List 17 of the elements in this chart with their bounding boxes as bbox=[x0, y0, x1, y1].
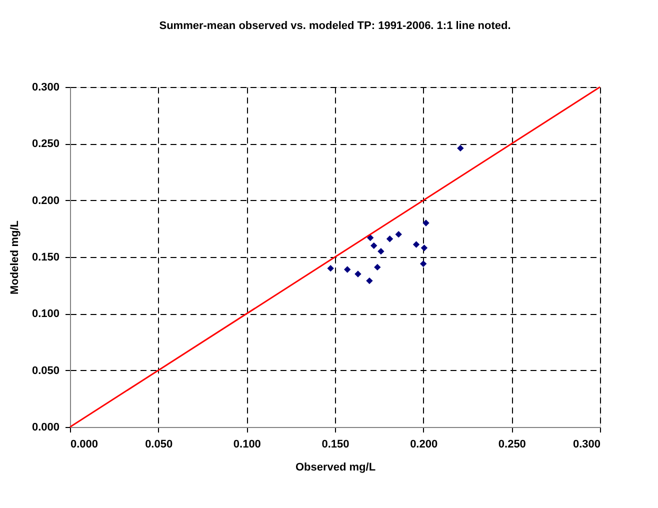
y-tick-label: 0.150 bbox=[32, 252, 60, 264]
x-axis-title: Observed mg/L bbox=[295, 462, 376, 474]
y-tick-label: 0.200 bbox=[32, 194, 60, 207]
y-tick-label: 0.250 bbox=[32, 138, 60, 150]
x-tick-label: 0.300 bbox=[572, 438, 600, 450]
x-tick-label: 0.250 bbox=[498, 438, 526, 450]
x-tick-label: 0.150 bbox=[322, 438, 350, 450]
y-axis-title: Modeled mg/L bbox=[8, 220, 21, 294]
chart-title: Summer-mean observed vs. modeled TP: 1991-2006. 1:1 line noted. bbox=[159, 20, 511, 32]
x-tick-label: 0.200 bbox=[410, 438, 438, 450]
x-tick-label: 0.100 bbox=[233, 438, 261, 450]
y-tick-label: 0.000 bbox=[32, 422, 60, 434]
x-tick-label: 0.050 bbox=[145, 438, 173, 450]
x-tick-label: 0.000 bbox=[70, 438, 98, 450]
y-tick-label: 0.100 bbox=[32, 308, 60, 320]
y-tick-label: 0.300 bbox=[32, 82, 60, 94]
y-tick-label: 0.050 bbox=[32, 364, 60, 377]
